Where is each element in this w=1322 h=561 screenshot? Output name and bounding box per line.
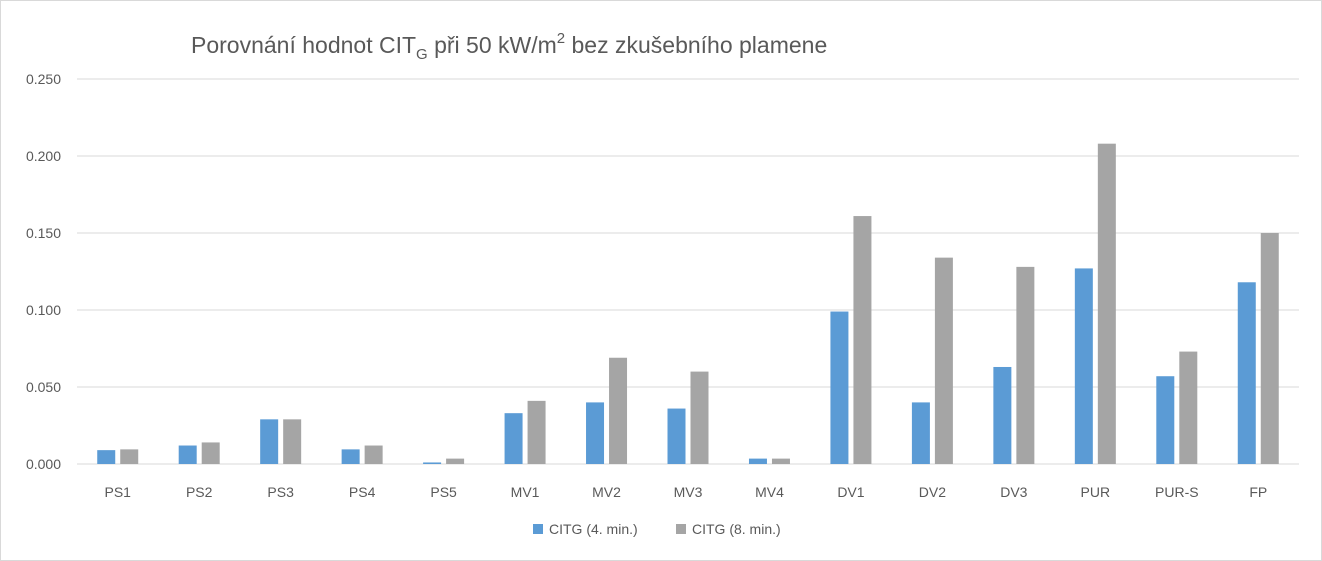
bar-mv2-series-1 — [586, 402, 605, 464]
bar-ps1-series-1 — [97, 450, 116, 464]
y-tick-label: 0.050 — [26, 379, 61, 395]
bar-ps3-series-2 — [283, 419, 302, 464]
y-tick-label: 0.100 — [26, 302, 61, 318]
bar-ps3-series-1 — [260, 419, 279, 464]
x-tick-label: FP — [1249, 484, 1267, 500]
x-tick-label: DV3 — [1000, 484, 1027, 500]
x-tick-label: PS1 — [104, 484, 131, 500]
x-tick-label: DV1 — [837, 484, 864, 500]
legend: CITG (4. min.) CITG (8. min.) — [533, 521, 781, 537]
x-tick-label: MV1 — [511, 484, 540, 500]
bar-mv1-series-1 — [504, 413, 523, 464]
y-tick-label: 0.000 — [26, 456, 61, 472]
bar-ps2-series-2 — [201, 442, 220, 464]
bar-mv3-series-1 — [667, 408, 686, 464]
bar-mv4-series-1 — [748, 458, 767, 464]
x-tick-label: MV4 — [755, 484, 784, 500]
bar-ps1-series-2 — [120, 449, 139, 464]
legend-swatch — [676, 524, 686, 534]
x-tick-label: PUR-S — [1155, 484, 1199, 500]
bar-fp-series-1 — [1237, 282, 1256, 464]
bar-ps5-series-2 — [446, 458, 465, 464]
bars — [97, 143, 1279, 464]
bar-ps2-series-1 — [178, 445, 197, 464]
chart-title: Porovnání hodnot CITG při 50 kW/m2 bez z… — [191, 30, 827, 63]
x-tick-label: MV2 — [592, 484, 621, 500]
bar-fp-series-2 — [1260, 233, 1279, 464]
bar-ps4-series-1 — [341, 449, 360, 464]
bar-dv3-series-1 — [993, 366, 1012, 464]
bar-dv1-series-2 — [853, 216, 872, 464]
bar-mv1-series-2 — [527, 400, 546, 464]
x-tick-label: PS5 — [430, 484, 457, 500]
bar-mv3-series-2 — [690, 371, 709, 464]
legend-swatch — [533, 524, 543, 534]
bar-ps5-series-1 — [423, 462, 442, 464]
bar-pur-s-series-2 — [1179, 351, 1198, 464]
x-axis-ticks: PS1 PS2 PS3 PS4 PS5 MV1 MV2 MV3 MV4 DV1 DV2 DV3 PUR P… — [104, 484, 1267, 500]
y-axis-ticks: 0.000 0.050 0.100 0.150 0.200 0.250 — [26, 71, 61, 472]
bar-dv2-series-1 — [911, 402, 930, 464]
x-tick-label: PS4 — [349, 484, 376, 500]
x-tick-label: PUR — [1081, 484, 1111, 500]
bar-dv2-series-2 — [934, 257, 953, 464]
x-tick-label: PS3 — [267, 484, 294, 500]
bar-mv2-series-2 — [609, 357, 628, 464]
gridlines — [77, 78, 1299, 465]
y-tick-label: 0.250 — [26, 71, 61, 87]
y-tick-label: 0.150 — [26, 225, 61, 241]
bar-dv3-series-2 — [1016, 266, 1035, 464]
bar-ps4-series-2 — [364, 445, 383, 464]
bar-mv4-series-2 — [771, 458, 790, 464]
bar-pur-series-2 — [1097, 143, 1116, 464]
x-tick-label: PS2 — [186, 484, 213, 500]
legend-label: CITG (4. min.) — [549, 521, 638, 537]
legend-label: CITG (8. min.) — [692, 521, 781, 537]
bar-pur-series-1 — [1074, 268, 1093, 464]
bar-pur-s-series-1 — [1156, 376, 1175, 464]
x-tick-label: DV2 — [919, 484, 946, 500]
y-tick-label: 0.200 — [26, 148, 61, 164]
x-tick-label: MV3 — [674, 484, 703, 500]
bar-dv1-series-1 — [830, 311, 849, 464]
